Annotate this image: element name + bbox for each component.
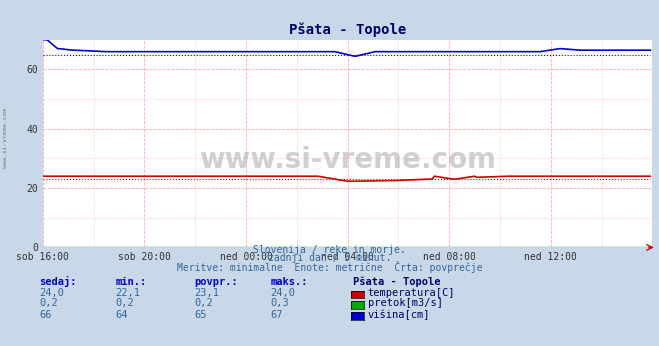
Text: 24,0: 24,0: [270, 288, 295, 298]
Text: 0,2: 0,2: [40, 298, 58, 308]
Text: www.si-vreme.com: www.si-vreme.com: [199, 146, 496, 174]
Text: min.:: min.:: [115, 277, 146, 288]
Text: 0,2: 0,2: [115, 298, 134, 308]
Text: 66: 66: [40, 310, 52, 320]
Text: 0,3: 0,3: [270, 298, 289, 308]
Text: 67: 67: [270, 310, 283, 320]
Title: Pšata - Topole: Pšata - Topole: [289, 23, 406, 37]
Text: www.si-vreme.com: www.si-vreme.com: [3, 108, 8, 169]
Text: zadnji dan / 5 minut.: zadnji dan / 5 minut.: [268, 253, 391, 263]
Text: 22,1: 22,1: [115, 288, 140, 298]
Text: Meritve: minimalne  Enote: metrične  Črta: povprečje: Meritve: minimalne Enote: metrične Črta:…: [177, 261, 482, 273]
Text: temperatura[C]: temperatura[C]: [368, 288, 455, 298]
Text: 64: 64: [115, 310, 128, 320]
Text: maks.:: maks.:: [270, 277, 308, 288]
Text: višina[cm]: višina[cm]: [368, 309, 430, 320]
Text: Slovenija / reke in morje.: Slovenija / reke in morje.: [253, 245, 406, 255]
Text: pretok[m3/s]: pretok[m3/s]: [368, 298, 443, 308]
Text: 0,2: 0,2: [194, 298, 213, 308]
Text: 65: 65: [194, 310, 207, 320]
Text: Pšata - Topole: Pšata - Topole: [353, 277, 440, 288]
Text: 23,1: 23,1: [194, 288, 219, 298]
Text: povpr.:: povpr.:: [194, 277, 238, 288]
Text: sedaj:: sedaj:: [40, 276, 77, 288]
Text: 24,0: 24,0: [40, 288, 65, 298]
